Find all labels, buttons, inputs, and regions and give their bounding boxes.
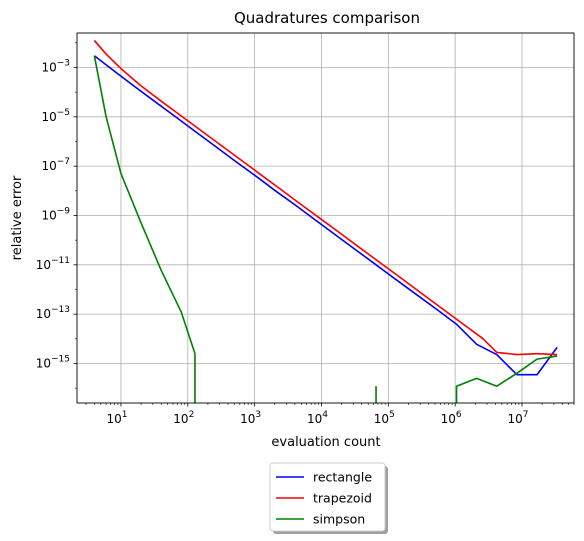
legend-label-rectangle: rectangle <box>313 470 372 485</box>
y-axis-label: relative error <box>10 175 25 260</box>
x-tick-label: 105 <box>374 410 395 426</box>
x-tick-label: 103 <box>240 410 261 426</box>
y-tick-exponent: −11 <box>51 256 70 266</box>
x-tick-label: 107 <box>507 410 528 426</box>
x-tick-label: 102 <box>173 410 194 426</box>
y-tick-exponent: −3 <box>57 58 70 68</box>
y-tick-exponent: −9 <box>57 206 71 216</box>
x-tick-exponent: 3 <box>255 410 261 420</box>
y-tick-base: 10 <box>41 208 56 222</box>
y-tick-base: 10 <box>41 159 56 173</box>
series-layer <box>93 39 558 403</box>
grid <box>77 33 574 403</box>
x-tick-label: 106 <box>441 410 462 426</box>
series-line-rectangle <box>93 55 558 376</box>
x-tick-exponent: 2 <box>189 410 195 420</box>
y-tick-exponent: −5 <box>57 108 70 118</box>
y-tick-base: 10 <box>41 110 56 124</box>
y-tick-label: 10−7 <box>41 157 70 173</box>
y-tick-label: 10−11 <box>36 256 70 272</box>
ticks: 101 102 103 104 105 106 10710−1510−1310−1110−9… <box>36 42 575 426</box>
y-tick-exponent: −13 <box>51 305 70 315</box>
x-tick-base: 10 <box>507 412 522 426</box>
chart-title: Quadratures comparison <box>234 9 420 27</box>
x-tick-base: 10 <box>374 412 389 426</box>
x-tick-base: 10 <box>106 412 121 426</box>
y-tick-base: 10 <box>41 60 56 74</box>
x-tick-base: 10 <box>240 412 255 426</box>
x-tick-base: 10 <box>307 412 322 426</box>
y-tick-label: 10−5 <box>41 108 70 124</box>
x-tick-label: 104 <box>307 410 328 426</box>
y-tick-exponent: −7 <box>57 157 70 167</box>
y-tick-label: 10−13 <box>36 305 70 321</box>
legend-label-simpson: simpson <box>313 512 365 527</box>
y-tick-exponent: −15 <box>51 354 70 364</box>
y-tick-label: 10−15 <box>36 354 70 370</box>
series-line-simpson <box>93 55 196 403</box>
y-tick-label: 10−9 <box>41 206 70 222</box>
y-tick-base: 10 <box>36 307 51 321</box>
y-tick-base: 10 <box>36 258 51 272</box>
series-line-simpson <box>455 355 558 403</box>
x-tick-base: 10 <box>173 412 188 426</box>
x-tick-label: 101 <box>106 410 127 426</box>
x-tick-exponent: 4 <box>322 410 328 420</box>
legend: rectangle trapezoid simpson <box>269 462 388 534</box>
plot-frame <box>76 32 575 404</box>
x-axis-label: evaluation count <box>271 435 380 450</box>
x-tick-base: 10 <box>441 412 456 426</box>
x-tick-exponent: 7 <box>523 410 529 420</box>
x-tick-exponent: 1 <box>122 410 128 420</box>
series-line-trapezoid <box>93 39 558 356</box>
x-tick-exponent: 6 <box>456 410 462 420</box>
x-tick-exponent: 5 <box>389 410 395 420</box>
y-tick-label: 10−3 <box>41 58 70 74</box>
legend-label-trapezoid: trapezoid <box>313 491 372 506</box>
legend-box <box>269 462 386 532</box>
y-tick-base: 10 <box>36 356 51 370</box>
